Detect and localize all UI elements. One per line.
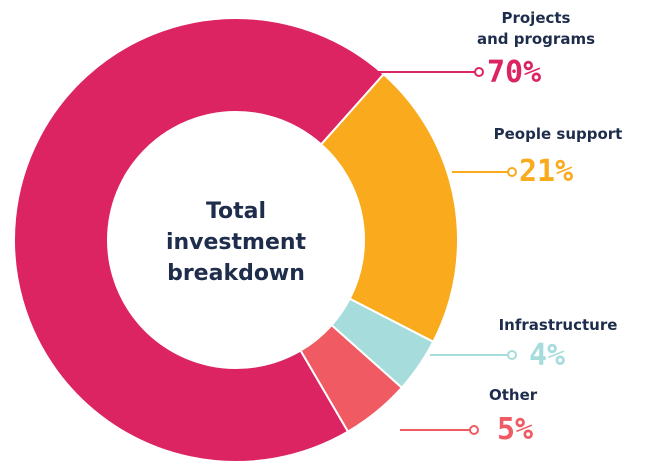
leader-dot bbox=[469, 425, 479, 435]
value-label: 70% bbox=[487, 55, 542, 90]
center-title: Total investment breakdown bbox=[165, 199, 307, 286]
leader-dot bbox=[507, 350, 517, 360]
value-label: 5% bbox=[497, 412, 534, 447]
category-label: People support bbox=[493, 125, 623, 143]
leader-dot bbox=[474, 67, 484, 77]
value-label: 21% bbox=[519, 154, 574, 189]
donut-segment bbox=[299, 323, 404, 434]
category-label: Projects and programs bbox=[476, 9, 595, 48]
category-label: Infrastructure bbox=[498, 316, 618, 334]
donut-segment bbox=[319, 72, 459, 344]
value-label: 4% bbox=[529, 338, 566, 373]
leader-dot bbox=[507, 167, 517, 177]
category-label: Other bbox=[489, 386, 538, 404]
donut-segment bbox=[13, 17, 386, 463]
